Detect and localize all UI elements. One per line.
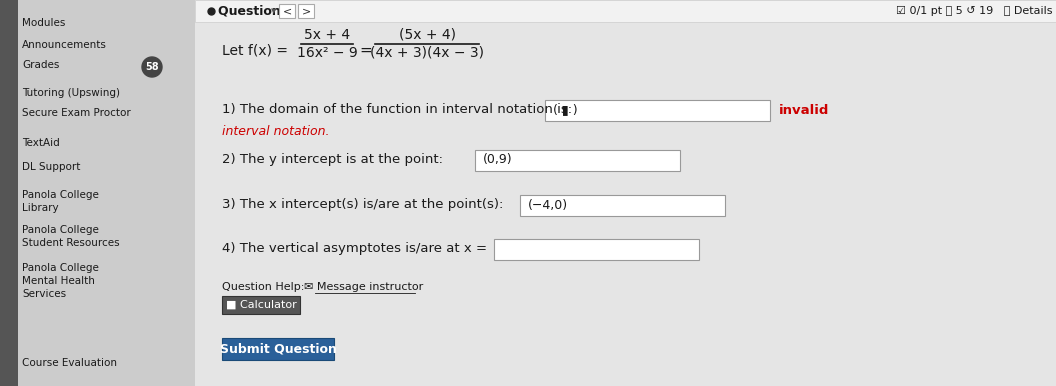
Text: 2) The y intercept is at the point:: 2) The y intercept is at the point: <box>223 153 444 166</box>
Text: Secure Exam Proctor: Secure Exam Proctor <box>22 108 131 118</box>
Bar <box>545 100 771 121</box>
Bar <box>475 150 680 171</box>
Text: invalid: invalid <box>779 103 830 117</box>
Text: Panola College: Panola College <box>22 263 99 273</box>
Text: Mental Health: Mental Health <box>22 276 95 286</box>
Text: 16x² − 9: 16x² − 9 <box>297 46 358 60</box>
Text: Panola College: Panola College <box>22 225 99 235</box>
Text: Library: Library <box>22 203 59 213</box>
Bar <box>0 0 18 386</box>
Text: Announcements: Announcements <box>22 40 107 50</box>
Text: interval notation.: interval notation. <box>223 125 329 138</box>
Text: 58: 58 <box>145 62 158 72</box>
Text: Modules: Modules <box>22 18 65 28</box>
Text: Tutoring (Upswing): Tutoring (Upswing) <box>22 88 120 98</box>
Text: 4) The vertical asymptotes is/are at x =: 4) The vertical asymptotes is/are at x = <box>223 242 488 255</box>
Text: ☑ 0/1 pt ⌛ 5 ↺ 19   ⓘ Details: ☑ 0/1 pt ⌛ 5 ↺ 19 ⓘ Details <box>895 6 1052 16</box>
Text: 3) The x intercept(s) is/are at the point(s):: 3) The x intercept(s) is/are at the poin… <box>223 198 504 211</box>
Text: Submit Question: Submit Question <box>220 342 337 356</box>
Text: ( ▮ ): ( ▮ ) <box>553 103 578 117</box>
Text: 5x + 4: 5x + 4 <box>304 28 351 42</box>
Text: DL Support: DL Support <box>22 162 80 172</box>
Text: Services: Services <box>22 289 67 299</box>
Text: 1) The domain of the function in interval notation is:: 1) The domain of the function in interva… <box>223 103 572 116</box>
Text: ▼: ▼ <box>271 8 277 14</box>
Text: Course Evaluation: Course Evaluation <box>22 358 117 368</box>
Bar <box>223 338 335 360</box>
Text: Let f(x) =: Let f(x) = <box>223 43 293 57</box>
Text: =: = <box>359 42 372 58</box>
Text: Panola College: Panola College <box>22 190 99 200</box>
Circle shape <box>142 57 162 77</box>
Text: Question 5: Question 5 <box>219 5 295 17</box>
Bar <box>299 4 315 18</box>
Text: (−4,0): (−4,0) <box>528 198 568 212</box>
Bar <box>0 0 195 386</box>
Bar <box>521 195 725 216</box>
Text: Grades: Grades <box>22 60 59 70</box>
Text: TextAid: TextAid <box>22 138 60 148</box>
Bar <box>280 4 296 18</box>
Text: (4x + 3)(4x − 3): (4x + 3)(4x − 3) <box>371 46 485 60</box>
Text: ✉ Message instructor: ✉ Message instructor <box>304 282 423 292</box>
Bar <box>223 296 300 314</box>
Text: Student Resources: Student Resources <box>22 238 119 248</box>
Text: Question Help:: Question Help: <box>223 282 305 292</box>
Text: ■ Calculator: ■ Calculator <box>226 300 297 310</box>
Bar <box>195 0 1056 22</box>
Bar <box>494 239 699 260</box>
Text: (5x + 4): (5x + 4) <box>399 28 456 42</box>
Text: (0,9): (0,9) <box>484 154 513 166</box>
Text: >: > <box>302 6 310 16</box>
Text: <: < <box>283 6 293 16</box>
